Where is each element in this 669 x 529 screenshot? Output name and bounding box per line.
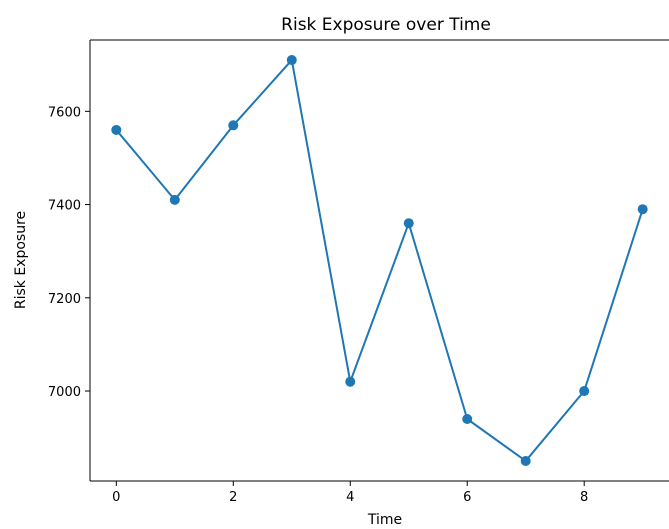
- x-tick-label: 4: [346, 490, 354, 505]
- y-tick-label: 7200: [48, 292, 81, 307]
- ticks-layer: 0 2 4 6 8 7000 7200 7400 7600: [48, 105, 588, 505]
- data-point: [228, 120, 239, 131]
- data-point: [169, 194, 180, 205]
- data-point: [345, 376, 356, 387]
- data-point: [403, 218, 414, 229]
- data-point: [111, 124, 122, 135]
- x-tick-label: 8: [580, 490, 588, 505]
- x-tick-label: 6: [463, 490, 471, 505]
- y-tick-label: 7400: [48, 199, 81, 214]
- data-point: [520, 455, 531, 466]
- chart-title: Risk Exposure over Time: [281, 15, 491, 35]
- data-point: [579, 386, 590, 397]
- axes-layer: [89, 39, 669, 482]
- series-layer: [111, 55, 648, 466]
- x-tick-label: 0: [112, 490, 120, 505]
- y-tick-label: 7600: [48, 105, 81, 120]
- plot-background: [90, 40, 669, 481]
- data-point: [637, 204, 648, 215]
- x-axis-label: Time: [367, 512, 402, 528]
- series-line: [115, 59, 644, 462]
- data-point: [286, 55, 297, 66]
- y-axis-label: Risk Exposure: [13, 211, 29, 309]
- data-point: [462, 413, 473, 424]
- y-tick-label: 7000: [48, 385, 81, 400]
- x-tick-label: 2: [229, 490, 237, 505]
